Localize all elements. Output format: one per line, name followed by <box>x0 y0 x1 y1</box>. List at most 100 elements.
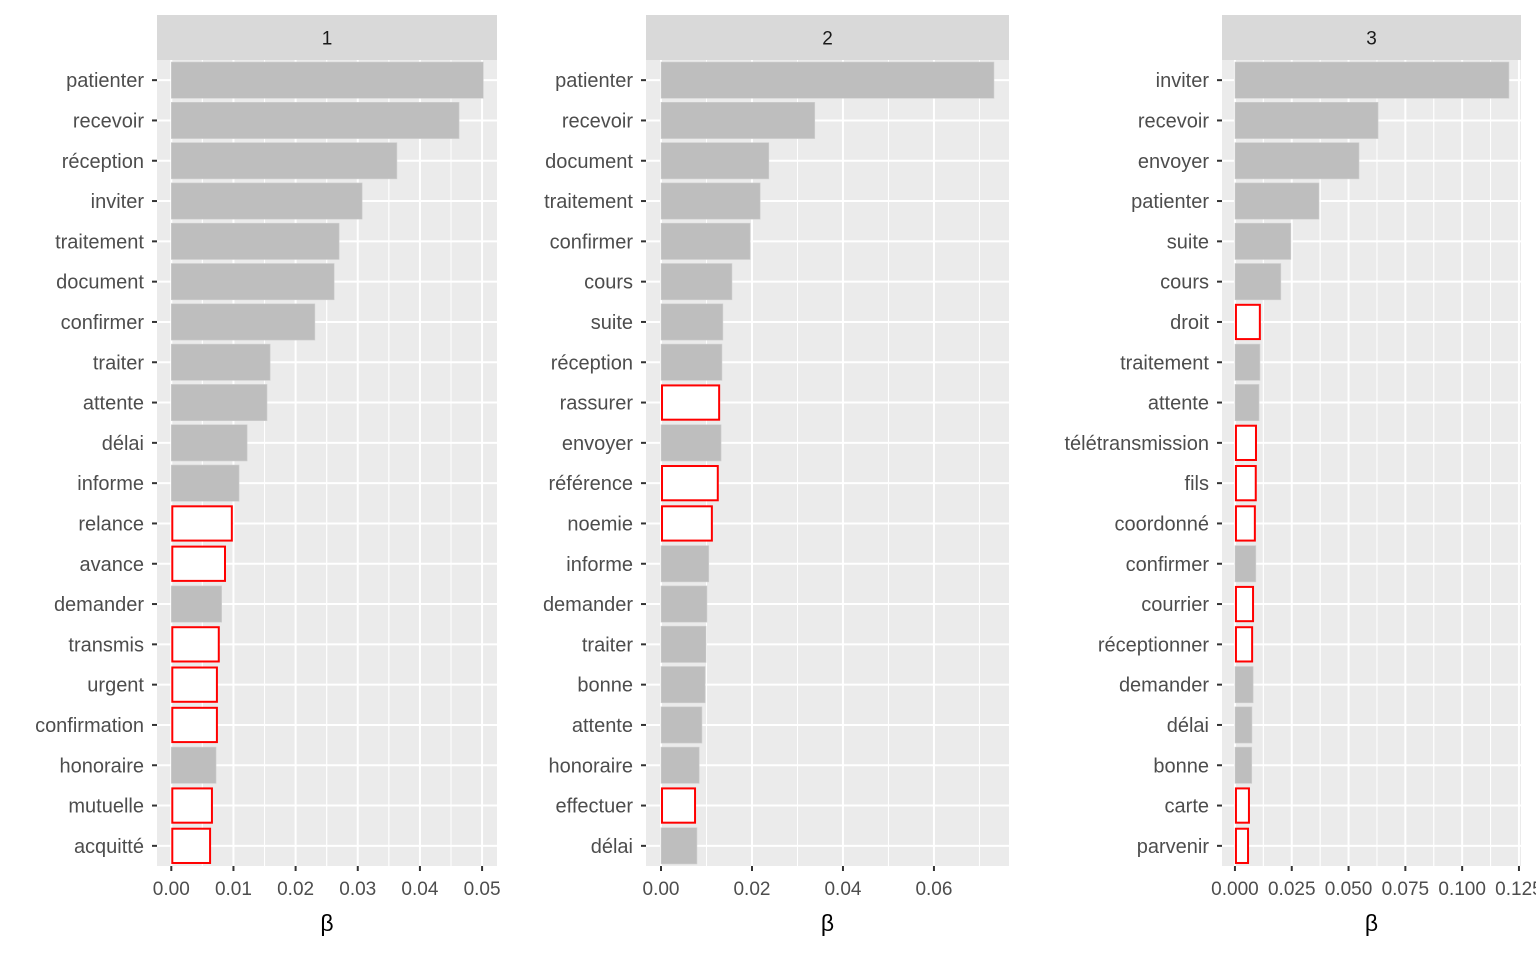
y-tick-label: envoyer <box>1138 151 1209 173</box>
y-tick-label: avance <box>80 554 145 576</box>
x-tick-label: 0.04 <box>401 879 438 900</box>
bar <box>660 746 700 784</box>
y-tick-label: informe <box>77 473 144 495</box>
bar <box>170 343 271 381</box>
bar <box>170 424 248 462</box>
bar <box>170 464 240 502</box>
bar <box>660 303 724 341</box>
x-tick-label: 0.125 <box>1495 879 1536 900</box>
bar <box>170 263 335 301</box>
bar <box>660 706 703 744</box>
highlighted-bar <box>171 626 220 663</box>
y-tick-label: délai <box>591 836 633 858</box>
bar <box>170 222 340 260</box>
bar <box>1234 263 1282 301</box>
bar <box>170 142 398 180</box>
y-tick-label: traiter <box>93 352 144 374</box>
y-tick-label: suite <box>1167 231 1209 253</box>
y-tick-label: coordonné <box>1114 513 1209 535</box>
facet-strip <box>157 15 497 60</box>
x-tick-label: 0.050 <box>1325 879 1373 900</box>
highlighted-bar <box>171 787 213 824</box>
bar <box>170 746 217 784</box>
bar <box>170 585 222 623</box>
panel-background <box>1222 60 1521 866</box>
y-tick-label: recevoir <box>1138 110 1209 132</box>
y-tick-label: patienter <box>555 70 633 92</box>
bar <box>1234 384 1260 421</box>
y-tick-label: effectuer <box>556 796 634 818</box>
highlighted-bar <box>171 827 212 864</box>
bar <box>660 102 816 139</box>
y-tick-label: rassurer <box>560 393 634 415</box>
x-tick-label: 0.00 <box>153 879 190 900</box>
y-tick-label: recevoir <box>73 110 144 132</box>
bar <box>1234 706 1253 744</box>
bar <box>170 303 316 341</box>
y-tick-label: inviter <box>1156 70 1210 92</box>
x-axis-title: β <box>320 910 333 936</box>
y-tick-label: traiter <box>582 634 633 656</box>
x-tick-label: 0.03 <box>339 879 376 900</box>
y-tick-label: courrier <box>1141 594 1209 616</box>
bar <box>660 424 722 462</box>
y-tick-label: honoraire <box>59 755 144 777</box>
bar <box>170 61 484 99</box>
y-tick-label: réception <box>551 352 633 374</box>
bar <box>1234 222 1292 260</box>
x-tick-label: 0.01 <box>215 879 252 900</box>
highlighted-bar <box>1234 626 1254 663</box>
facet-strip-label: 1 <box>322 29 333 50</box>
y-tick-label: réceptionner <box>1098 634 1210 656</box>
bar <box>660 61 995 99</box>
bar <box>660 666 706 704</box>
bar <box>1234 545 1257 583</box>
bar <box>1234 666 1254 704</box>
highlighted-bar <box>1234 424 1257 461</box>
bar <box>660 182 761 220</box>
x-tick-label: 0.00 <box>643 879 680 900</box>
y-tick-label: demander <box>1119 675 1209 697</box>
y-tick-label: attente <box>83 393 144 415</box>
bar <box>1234 182 1320 220</box>
facet-panel-3: 3 inviter recevoir envoyer patienter suite cou… <box>1064 15 1536 936</box>
y-tick-label: acquitté <box>74 836 144 858</box>
y-tick-label: carte <box>1165 796 1209 818</box>
bar <box>660 827 698 865</box>
y-tick-label: traitement <box>544 191 633 213</box>
bar <box>170 102 460 139</box>
bar <box>660 263 733 301</box>
y-tick-label: mutuelle <box>68 796 144 818</box>
bar <box>1234 343 1261 381</box>
y-tick-label: demander <box>543 594 633 616</box>
y-tick-label: cours <box>584 272 633 294</box>
y-tick-label: bonne <box>1153 755 1209 777</box>
x-axis-title: β <box>1365 910 1378 936</box>
highlighted-bar <box>1234 827 1250 864</box>
y-tick-label: envoyer <box>562 433 633 455</box>
y-tick-label: confirmer <box>550 231 634 253</box>
y-tick-label: confirmation <box>35 715 144 737</box>
facet-panel-2: 2 patienter recevoir document traitement conf… <box>543 15 1009 936</box>
highlighted-bar <box>171 666 218 703</box>
bar <box>660 545 710 583</box>
y-tick-label: délai <box>102 433 144 455</box>
y-tick-label: urgent <box>87 675 144 697</box>
bar <box>170 384 268 421</box>
x-tick-label: 0.05 <box>464 879 501 900</box>
y-tick-label: délai <box>1167 715 1209 737</box>
bar <box>660 222 751 260</box>
bar <box>1234 61 1510 99</box>
y-tick-label: réception <box>62 151 144 173</box>
highlighted-bar <box>661 505 713 542</box>
highlighted-bar <box>1234 303 1261 341</box>
highlighted-bar <box>1234 505 1256 542</box>
bar <box>660 625 707 663</box>
y-tick-label: patienter <box>66 70 144 92</box>
highlighted-bar <box>1234 465 1257 502</box>
y-tick-label: document <box>56 272 144 294</box>
highlighted-bar <box>1234 787 1250 824</box>
highlighted-bar <box>171 545 226 582</box>
y-tick-label: fils <box>1185 473 1209 495</box>
